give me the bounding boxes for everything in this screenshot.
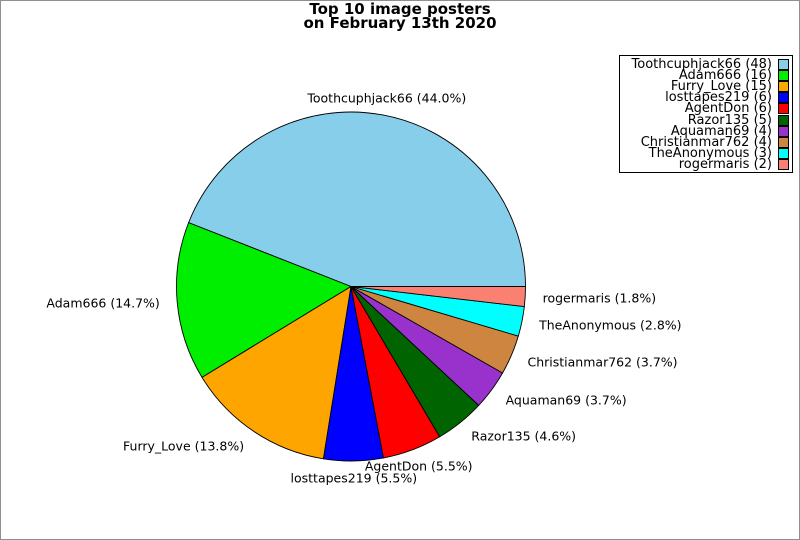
legend-entry-Adam666: Adam666 (16) [622,68,789,84]
legend-entry-Furry_Love: Furry_Love (15) [622,79,789,95]
legend-swatch-Furry_Love [778,81,789,93]
pie-slice-Adam666 [176,222,352,378]
legend-swatch-TheAnonymous [778,147,789,159]
chart-title: Top 10 image posters on February 13th 20… [303,0,497,32]
legend-label-AgentDon: AgentDon (6) [684,101,772,117]
legend-entries: Toothcuphjack66 (48) Adam666 (16) Furry_Lo… [622,57,789,172]
legend-label-Aquaman69: Aquaman69 (4) [670,123,772,139]
legend-swatch-rogermaris [778,158,789,170]
legend-label-TheAnonymous: TheAnonymous (3) [648,145,772,161]
pie-slice-Furry_Love [201,286,352,460]
legend: Toothcuphjack66 (48) Adam666 (16) Furry_Lo… [619,55,793,173]
legend-entry-rogermaris: rogermaris (2) [622,156,789,172]
legend-label-rogermaris: rogermaris (2) [678,156,772,172]
legend-entry-Razor135: Razor135 (5) [622,112,789,128]
legend-entry-TheAnonymous: TheAnonymous (3) [622,145,789,161]
legend-entry-Toothcuphjack66: Toothcuphjack66 (48) [622,57,789,73]
legend-label-Furry_Love: Furry_Love (15) [670,79,772,95]
legend-swatch-Adam666 [778,70,789,82]
pie-slice-Toothcuphjack66 [188,111,526,287]
legend-label-Razor135: Razor135 (5) [687,112,772,128]
legend-entry-Christianmar762: Christianmar762 (4) [622,134,789,150]
legend-label-losttapes219: losttapes219 (6) [665,90,772,106]
legend-swatch-Christianmar762 [778,136,789,148]
pie-slice-rogermaris [350,286,526,308]
legend-label-Christianmar762: Christianmar762 (4) [640,134,772,150]
legend-swatch-Razor135 [778,114,789,126]
legend-label-Adam666: Adam666 (16) [678,68,772,84]
legend-entry-losttapes219: losttapes219 (6) [622,90,789,106]
legend-swatch-AgentDon [778,103,789,115]
legend-entry-AgentDon: AgentDon (6) [622,101,789,117]
legend-swatch-losttapes219 [778,92,789,104]
legend-label-Toothcuphjack66: Toothcuphjack66 (48) [631,57,772,73]
legend-swatch-Aquaman69 [778,125,789,137]
legend-entry-Aquaman69: Aquaman69 (4) [622,123,789,139]
legend-swatch-Toothcuphjack66 [778,59,789,71]
